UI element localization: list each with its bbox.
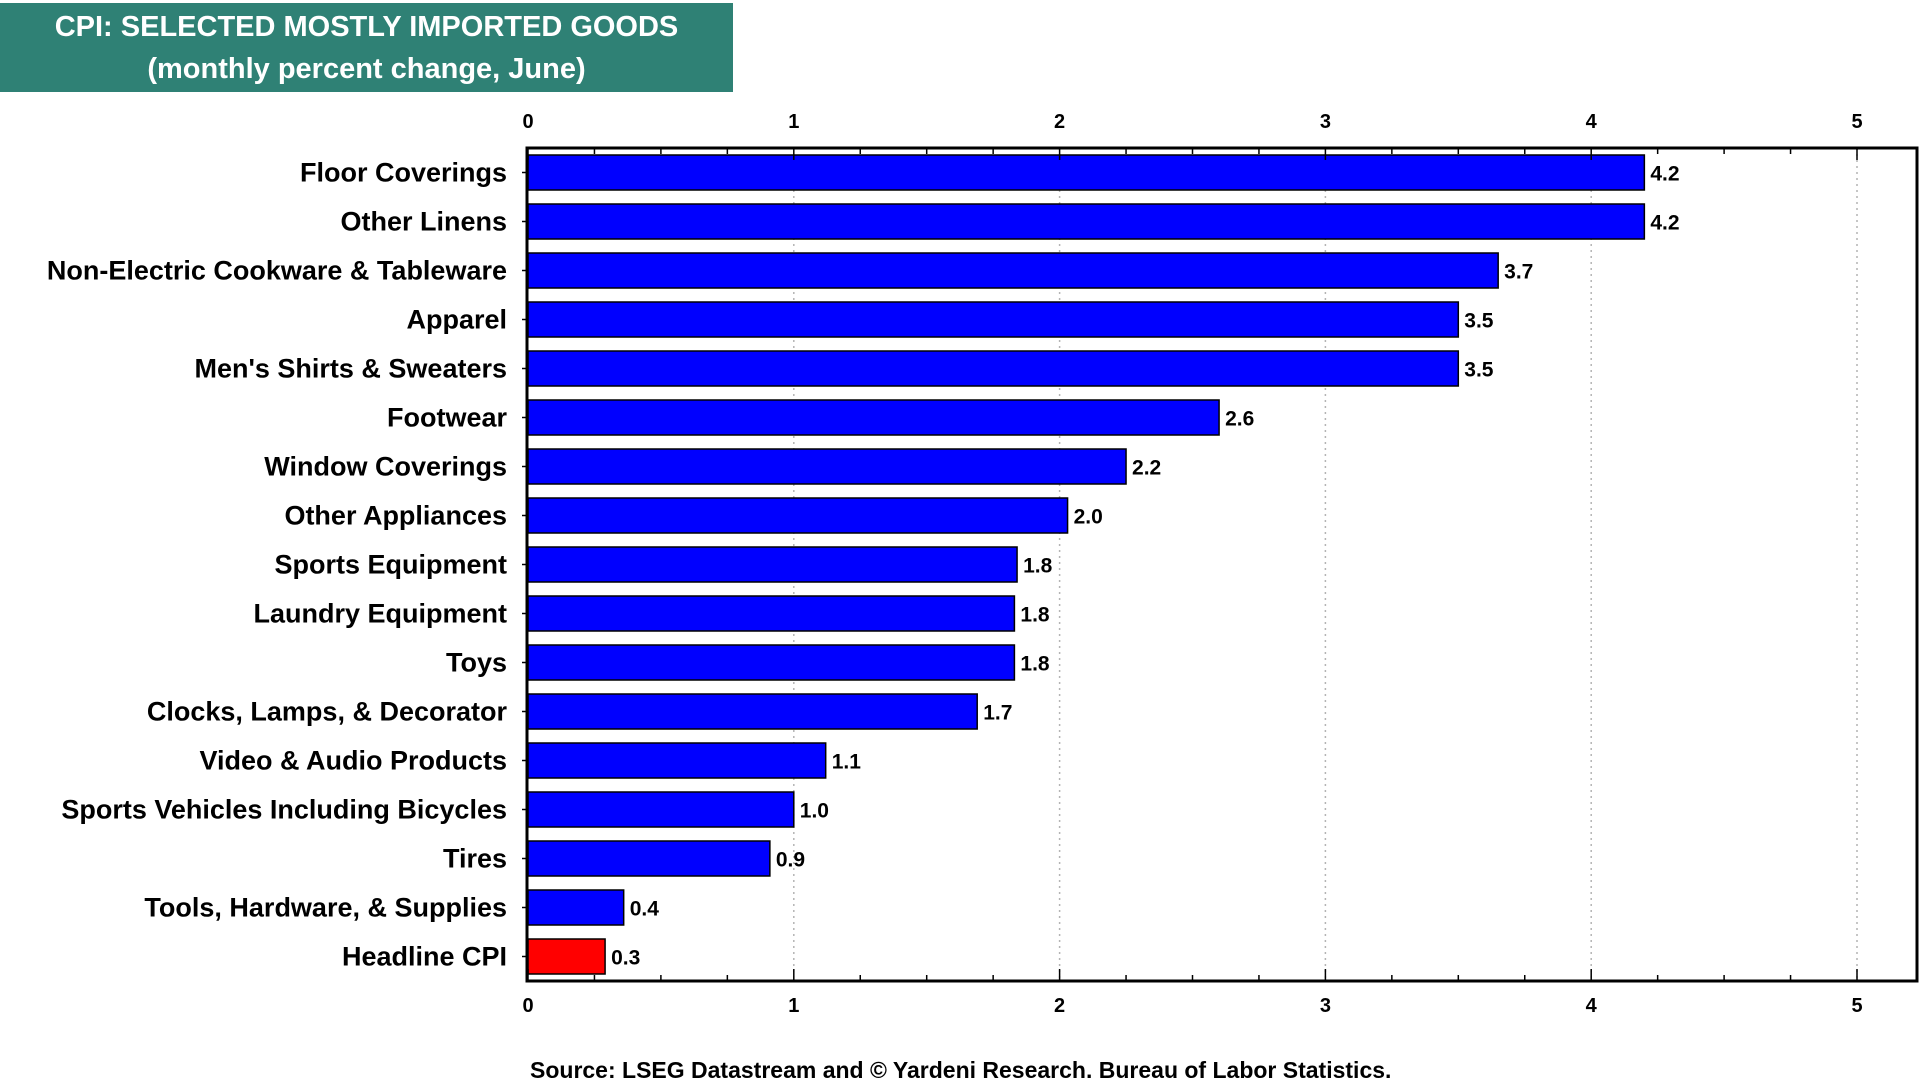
category-label: Other Appliances	[284, 501, 507, 531]
x-tick-label-bottom: 5	[1851, 995, 1862, 1017]
category-label: Apparel	[406, 305, 507, 335]
bar	[527, 203, 1646, 240]
bar	[527, 742, 827, 779]
bar	[527, 889, 625, 926]
category-label: Floor Coverings	[300, 158, 507, 188]
category-label: Tires	[443, 844, 507, 874]
x-tick-label-bottom: 2	[1054, 995, 1065, 1017]
chart-title-box: CPI: SELECTED MOSTLY IMPORTED GOODS (mon…	[0, 3, 733, 92]
plot-area-frame	[525, 146, 1919, 983]
bar	[527, 644, 1016, 681]
category-label: Window Coverings	[264, 452, 507, 482]
x-tick-label-top: 5	[1851, 111, 1862, 133]
data-label: 2.0	[1074, 506, 1103, 529]
x-tick-label-top: 2	[1054, 111, 1065, 133]
bar	[527, 301, 1460, 338]
category-label: Sports Equipment	[274, 550, 507, 580]
x-tick-label-top: 3	[1320, 111, 1331, 133]
source-note: Source: LSEG Datastream and © Yardeni Re…	[530, 1057, 1392, 1083]
data-label: 1.7	[983, 702, 1012, 725]
data-label: 1.0	[800, 800, 829, 823]
bar	[527, 791, 795, 828]
category-label: Headline CPI	[342, 942, 507, 972]
category-label: Tools, Hardware, & Supplies	[144, 893, 507, 923]
bar	[527, 252, 1499, 289]
data-label: 3.5	[1464, 310, 1494, 333]
category-label: Non-Electric Cookware & Tableware	[47, 256, 507, 286]
x-tick-label-top: 0	[522, 111, 533, 133]
bar	[527, 448, 1127, 485]
data-label: 4.2	[1650, 163, 1679, 186]
category-label: Footwear	[387, 403, 508, 433]
bar	[527, 693, 978, 730]
data-label: 3.5	[1464, 359, 1494, 382]
bar	[527, 840, 771, 877]
data-label: 1.8	[1020, 604, 1050, 627]
bar	[527, 546, 1018, 583]
data-label: 2.6	[1225, 408, 1254, 431]
category-label: Video & Audio Products	[199, 746, 507, 776]
chart-subtitle: (monthly percent change, June)	[147, 53, 586, 85]
x-tick-label-bottom: 1	[788, 995, 799, 1017]
category-label: Toys	[446, 648, 507, 678]
x-tick-label-top: 4	[1586, 111, 1598, 133]
bar	[527, 399, 1220, 436]
chart-title: CPI: SELECTED MOSTLY IMPORTED GOODS	[54, 11, 679, 43]
category-label: Laundry Equipment	[253, 599, 507, 629]
data-label: 4.2	[1650, 212, 1679, 235]
data-label: 0.3	[611, 947, 640, 970]
bar	[527, 497, 1069, 534]
labels: 0 0 1 1 2 2 3 3 4 4 5 5 Floor Coverings 4.2 Other Line…	[47, 111, 1863, 1017]
x-tick-label-top: 1	[788, 111, 799, 133]
data-label: 1.1	[832, 751, 862, 774]
x-tick-label-bottom: 3	[1320, 995, 1331, 1017]
data-label: 0.4	[630, 898, 660, 921]
category-label: Men's Shirts & Sweaters	[194, 354, 507, 384]
data-label: 2.2	[1132, 457, 1161, 480]
x-tick-label-bottom: 0	[522, 995, 533, 1017]
data-label: 3.7	[1504, 261, 1533, 284]
data-label: 0.9	[776, 849, 805, 872]
data-label: 1.8	[1020, 653, 1050, 676]
bar	[527, 350, 1460, 387]
category-label: Other Linens	[340, 207, 507, 237]
bar	[527, 595, 1016, 632]
x-tick-label-bottom: 4	[1586, 995, 1598, 1017]
category-label: Clocks, Lamps, & Decorator	[147, 697, 508, 727]
bars	[527, 154, 1646, 975]
bar	[527, 154, 1646, 191]
category-label: Sports Vehicles Including Bicycles	[61, 795, 507, 825]
data-label: 1.8	[1023, 555, 1053, 578]
bar	[527, 938, 606, 975]
